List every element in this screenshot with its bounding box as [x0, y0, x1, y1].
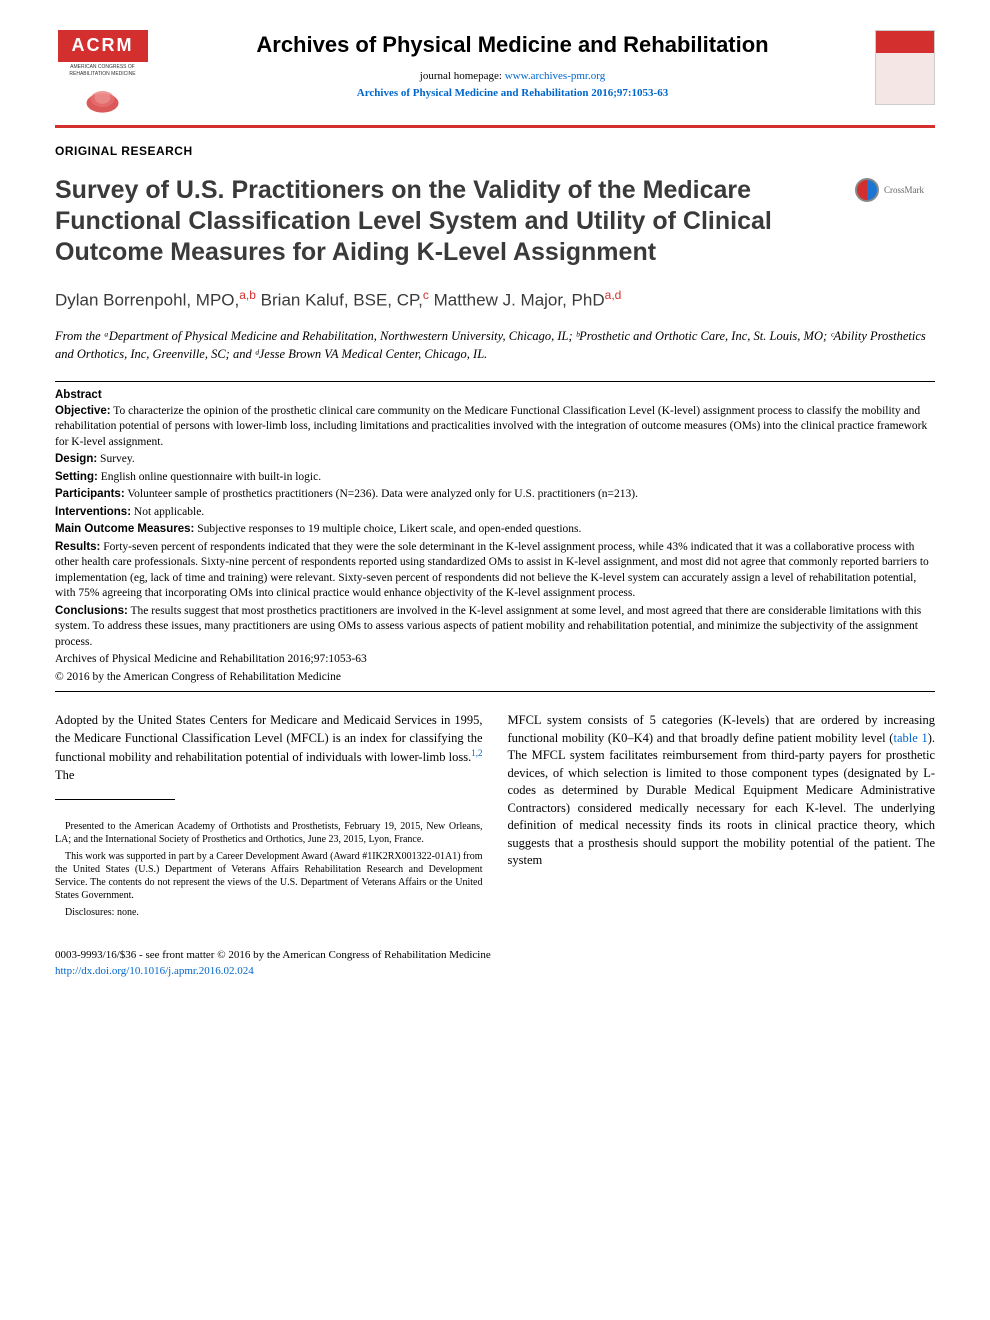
- participants-label: Participants:: [55, 488, 125, 500]
- participants-text: Volunteer sample of prosthetics practiti…: [125, 488, 638, 500]
- author-3-aff: a,d: [605, 288, 622, 302]
- conclusions-text: The results suggest that most prosthetic…: [55, 605, 921, 648]
- setting-label: Setting:: [55, 471, 98, 483]
- crossmark-icon: [855, 178, 879, 202]
- body-para-2: MFCL system consists of 5 categories (K-…: [508, 712, 936, 870]
- article-title: Survey of U.S. Practitioners on the Vali…: [55, 175, 835, 269]
- author-3: Matthew J. Major, PhD: [434, 290, 605, 309]
- header-divider: [55, 125, 935, 128]
- footnote-disclosures: Disclosures: none.: [55, 906, 483, 919]
- abstract-design: Design: Survey.: [55, 452, 935, 468]
- measures-text: Subjective responses to 19 multiple choi…: [194, 523, 581, 535]
- body-column-right: MFCL system consists of 5 categories (K-…: [508, 712, 936, 923]
- page-footer: 0003-9993/16/$36 - see front matter © 20…: [55, 948, 935, 979]
- page-container: ACRM AMERICAN CONGRESS OF REHABILITATION…: [0, 0, 990, 1009]
- abstract-results: Results: Forty-seven percent of responde…: [55, 540, 935, 602]
- body-columns: Adopted by the United States Centers for…: [55, 712, 935, 923]
- body-col2-b: ). The MFCL system facilitates reimburse…: [508, 731, 936, 868]
- footnotes: Presented to the American Academy of Ort…: [55, 820, 483, 919]
- body-para-1: Adopted by the United States Centers for…: [55, 712, 483, 784]
- measures-label: Main Outcome Measures:: [55, 523, 194, 535]
- body-ref-1-2[interactable]: 1,2: [471, 748, 482, 758]
- conclusions-label: Conclusions:: [55, 605, 128, 617]
- journal-title: Archives of Physical Medicine and Rehabi…: [170, 30, 855, 61]
- crossmark-label: CrossMark: [884, 184, 924, 197]
- affiliations: From the ᵃDepartment of Physical Medicin…: [55, 328, 935, 363]
- footer-copyright: 0003-9993/16/$36 - see front matter © 20…: [55, 948, 935, 963]
- acrm-flower-icon: [80, 83, 125, 115]
- abstract-setting: Setting: English online questionnaire wi…: [55, 470, 935, 486]
- design-text: Survey.: [97, 453, 135, 465]
- abstract-measures: Main Outcome Measures: Subjective respon…: [55, 522, 935, 538]
- objective-label: Objective:: [55, 405, 111, 417]
- abstract-objective: Objective: To characterize the opinion o…: [55, 404, 935, 451]
- objective-text: To characterize the opinion of the prost…: [55, 405, 927, 448]
- acrm-logo-text: ACRM: [58, 30, 148, 62]
- abstract-participants: Participants: Volunteer sample of prosth…: [55, 487, 935, 503]
- body-col1-tail: The: [55, 768, 74, 782]
- body-col1-text: Adopted by the United States Centers for…: [55, 713, 483, 764]
- footnote-support: This work was supported in part by a Car…: [55, 850, 483, 902]
- abstract-top-rule: [55, 381, 935, 382]
- doi-link[interactable]: http://dx.doi.org/10.1016/j.apmr.2016.02…: [55, 965, 254, 977]
- table-1-link[interactable]: table 1: [893, 731, 927, 745]
- results-label: Results:: [55, 541, 100, 553]
- article-type-label: ORIGINAL RESEARCH: [55, 143, 935, 160]
- abstract-conclusions: Conclusions: The results suggest that mo…: [55, 604, 935, 651]
- author-2-aff: c: [423, 288, 429, 302]
- abstract-copyright: © 2016 by the American Congress of Rehab…: [55, 670, 935, 686]
- footnote-rule: [55, 799, 175, 800]
- interventions-label: Interventions:: [55, 506, 131, 518]
- design-label: Design:: [55, 453, 97, 465]
- homepage-label: journal homepage:: [420, 70, 505, 82]
- crossmark-badge[interactable]: CrossMark: [855, 175, 935, 205]
- footnote-presented: Presented to the American Academy of Ort…: [55, 820, 483, 846]
- abstract-section: Abstract Objective: To characterize the …: [55, 388, 935, 685]
- abstract-bottom-rule: [55, 691, 935, 692]
- abstract-heading: Abstract: [55, 388, 935, 404]
- homepage-link[interactable]: www.archives-pmr.org: [505, 70, 606, 82]
- author-1-aff: a,b: [239, 288, 256, 302]
- acrm-logo: ACRM AMERICAN CONGRESS OF REHABILITATION…: [55, 30, 150, 115]
- journal-homepage: journal homepage: www.archives-pmr.org: [170, 69, 855, 84]
- author-1: Dylan Borrenpohl, MPO,: [55, 290, 239, 309]
- setting-text: English online questionnaire with built-…: [98, 471, 321, 483]
- header-center: Archives of Physical Medicine and Rehabi…: [170, 30, 855, 102]
- abstract-interventions: Interventions: Not applicable.: [55, 505, 935, 521]
- abstract-citation: Archives of Physical Medicine and Rehabi…: [55, 652, 935, 668]
- body-col2-a: MFCL system consists of 5 categories (K-…: [508, 713, 936, 745]
- acrm-logo-subtitle: AMERICAN CONGRESS OF REHABILITATION MEDI…: [55, 64, 150, 78]
- authors-list: Dylan Borrenpohl, MPO,a,b Brian Kaluf, B…: [55, 287, 935, 312]
- journal-header: ACRM AMERICAN CONGRESS OF REHABILITATION…: [55, 30, 935, 115]
- title-row: Survey of U.S. Practitioners on the Vali…: [55, 175, 935, 287]
- results-text: Forty-seven percent of respondents indic…: [55, 541, 929, 600]
- header-citation: Archives of Physical Medicine and Rehabi…: [170, 86, 855, 101]
- journal-cover-thumbnail: [875, 30, 935, 105]
- interventions-text: Not applicable.: [131, 506, 204, 518]
- author-2: Brian Kaluf, BSE, CP,: [261, 290, 423, 309]
- body-column-left: Adopted by the United States Centers for…: [55, 712, 483, 923]
